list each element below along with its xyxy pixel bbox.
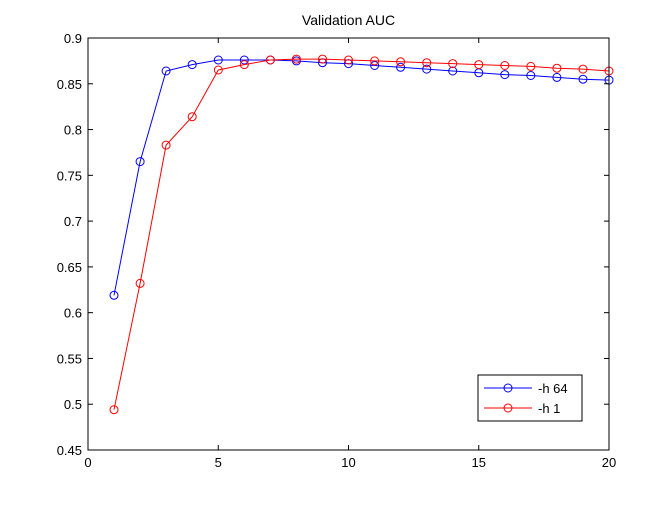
data-point <box>422 64 432 74</box>
series-layer <box>109 54 614 415</box>
y-tick-label: 0.55 <box>57 351 82 366</box>
data-point <box>239 55 249 65</box>
y-tick-label: 0.85 <box>57 77 82 92</box>
data-point <box>213 65 223 75</box>
data-point <box>526 61 536 71</box>
data-point <box>135 278 145 288</box>
data-point <box>109 290 119 300</box>
data-point <box>448 59 458 69</box>
data-point <box>370 61 380 70</box>
data-point <box>213 55 223 65</box>
data-point <box>265 55 275 65</box>
data-point <box>291 54 301 64</box>
data-point <box>344 55 353 65</box>
legend-marker <box>503 383 513 393</box>
data-point <box>109 405 119 415</box>
data-point <box>500 61 510 70</box>
y-tick-label: 0.9 <box>64 31 82 46</box>
data-point <box>187 60 197 70</box>
x-tick-label: 10 <box>341 455 355 470</box>
data-point <box>370 56 380 66</box>
data-point <box>422 58 432 68</box>
y-tick-label: 0.75 <box>57 168 82 183</box>
chart-title: Validation AUC <box>302 12 395 28</box>
y-tick-label: 0.7 <box>64 214 82 229</box>
data-point <box>135 157 145 167</box>
data-point <box>578 74 588 84</box>
data-point <box>318 54 327 64</box>
x-tick-label: 20 <box>602 455 616 470</box>
y-tick-label: 0.45 <box>57 443 82 458</box>
y-tick-label: 0.65 <box>57 260 82 275</box>
data-point <box>578 64 588 74</box>
legend-label: -h 1 <box>538 401 560 416</box>
y-tick-label: 0.5 <box>64 397 82 412</box>
legend-label: -h 64 <box>538 381 568 396</box>
legend: -h 64 -h 1 <box>477 374 583 422</box>
legend-marker <box>503 403 513 413</box>
data-point <box>161 140 171 150</box>
data-point <box>187 112 197 122</box>
data-point <box>474 60 484 70</box>
data-point <box>552 72 562 82</box>
data-point <box>396 57 406 67</box>
data-point <box>448 66 458 76</box>
y-tick-label: 0.6 <box>64 306 82 321</box>
data-point <box>396 62 406 72</box>
axes-layer: 0 5 10 15 20 0.45 0.5 0.55 0.6 0.65 0.7 0.75 0.8 0.85… <box>57 31 617 470</box>
x-tick-label: 5 <box>215 455 222 470</box>
x-tick-label: 15 <box>472 455 486 470</box>
data-point <box>500 70 510 80</box>
data-point <box>161 66 171 76</box>
data-point <box>526 71 536 80</box>
data-point <box>239 60 249 70</box>
legend-box <box>477 374 583 422</box>
y-tick-label: 0.8 <box>64 123 82 138</box>
x-tick-label: 0 <box>84 455 91 470</box>
data-point <box>552 63 562 73</box>
